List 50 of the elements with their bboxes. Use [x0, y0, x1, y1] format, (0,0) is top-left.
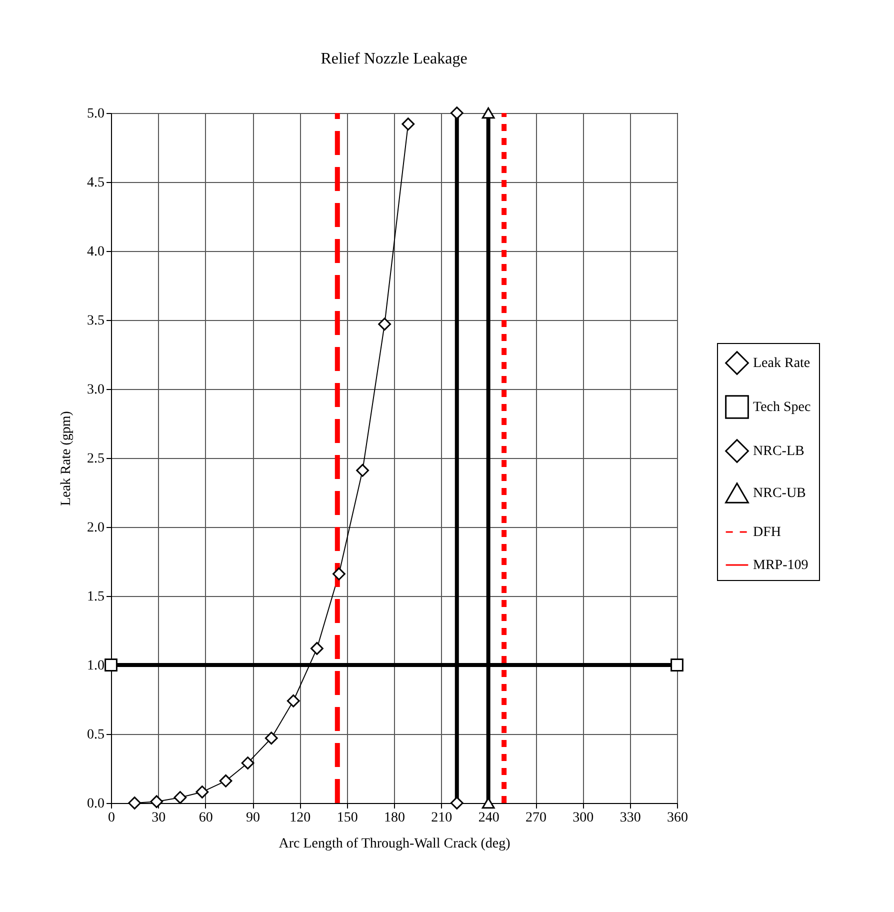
x-axis-title: Arc Length of Through-Wall Crack (deg)	[278, 836, 511, 852]
y-tick-label: 3.5	[87, 314, 104, 328]
legend-label: NRC-LB	[753, 444, 804, 459]
x-tick-label: 270	[526, 810, 546, 826]
legend-label: NRC-UB	[753, 486, 806, 501]
point	[104, 658, 118, 672]
x-tick-label: 330	[620, 810, 641, 826]
y-tick-label: 2.5	[87, 452, 104, 466]
x-tick-label: 60	[198, 810, 213, 826]
x-tick-label: 180	[384, 810, 405, 826]
y-tick-label: 0.5	[87, 728, 104, 742]
x-tick-label: 300	[572, 810, 594, 826]
point	[128, 796, 142, 810]
y-tick-label: 5.0	[87, 106, 104, 122]
y-tick-label: 0.0	[87, 796, 104, 812]
x-tick-label: 210	[431, 810, 452, 826]
y-tick-label: 1.5	[87, 590, 104, 604]
point	[196, 786, 209, 798]
y-axis-title: Leak Rate (gpm)	[59, 410, 74, 506]
point	[286, 694, 300, 708]
legend-label: Leak Rate	[753, 356, 810, 371]
x-tick-label: 240	[478, 810, 500, 826]
point	[174, 791, 187, 804]
x-tick-label: 120	[290, 810, 311, 826]
chart-title: Relief Nozzle Leakage	[320, 50, 468, 68]
x-tick-label: 150	[336, 810, 358, 826]
point	[378, 318, 392, 331]
y-tick-label: 3.0	[87, 382, 104, 398]
x-tick-label: 90	[246, 810, 260, 826]
point	[310, 642, 324, 655]
y-tick-label: 4.5	[87, 176, 104, 190]
legend-label: DFH	[753, 525, 782, 540]
point	[150, 795, 164, 808]
x-tick-label: 30	[152, 810, 166, 826]
point	[670, 658, 684, 672]
point	[450, 106, 464, 120]
point	[241, 756, 254, 770]
legend-label: Tech Spec	[753, 400, 811, 415]
point	[264, 732, 278, 745]
point	[450, 796, 464, 810]
y-tick-label: 4.0	[87, 244, 104, 260]
legend-label: MRP-109	[753, 558, 808, 573]
point	[332, 567, 346, 580]
point	[356, 464, 370, 477]
x-tick-label: 360	[667, 810, 688, 826]
point	[219, 774, 232, 788]
point	[402, 118, 415, 130]
y-tick-label: 2.0	[87, 520, 104, 536]
y-tick-label: 1.0	[87, 658, 104, 674]
x-tick-label: 0	[108, 810, 115, 826]
